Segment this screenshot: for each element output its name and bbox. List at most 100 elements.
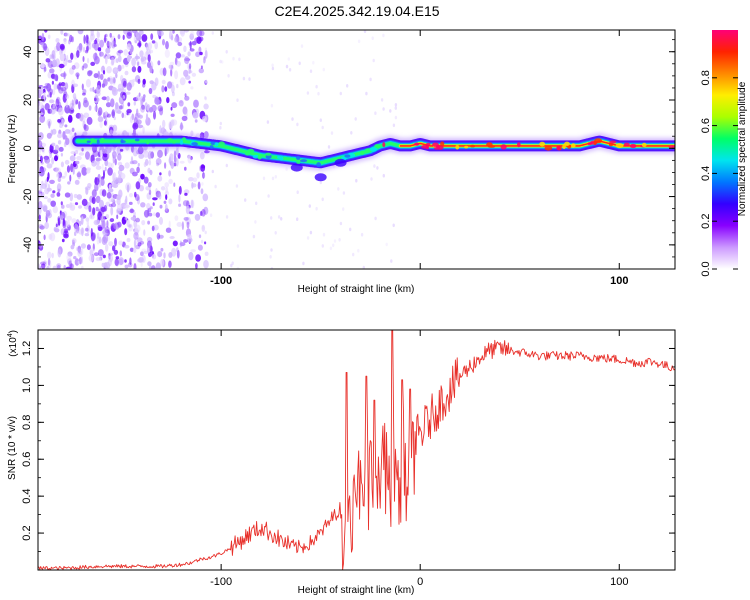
noise-speck: [63, 233, 69, 239]
noise-speck: [198, 68, 204, 74]
noise-speck: [202, 115, 207, 122]
noise-speck: [44, 103, 50, 111]
noise-speck: [117, 258, 124, 266]
noise-speck: [53, 167, 59, 172]
noise-speck: [102, 153, 109, 162]
noise-speck: [102, 254, 106, 259]
noise-speck: [124, 244, 130, 249]
noise-speck: [164, 148, 167, 157]
noise-speck: [157, 149, 163, 158]
noise-speck: [44, 157, 51, 164]
noise-speck: [162, 38, 165, 46]
noise-speck: [83, 97, 88, 104]
noise-speck: [143, 176, 149, 184]
ridge-blob: [166, 138, 174, 143]
noise-speck: [119, 148, 124, 152]
noise-speck: [57, 119, 61, 123]
noise-speck: [151, 254, 157, 260]
ridge-blob: [587, 142, 592, 146]
noise-speck: [60, 82, 66, 87]
noise-speck: [93, 252, 99, 257]
noise-speck: [153, 212, 156, 217]
noise-speck: [58, 87, 64, 94]
noise-speck: [100, 215, 106, 223]
noise-speck: [170, 34, 174, 41]
noise-speck: [221, 60, 224, 64]
noise-speck: [38, 190, 42, 194]
noise-speck: [58, 82, 62, 86]
noise-speck: [189, 40, 192, 50]
noise-speck: [114, 258, 119, 267]
noise-speck: [188, 177, 194, 182]
noise-speck: [198, 234, 202, 239]
noise-speck: [306, 236, 310, 240]
noise-speck: [88, 105, 92, 111]
noise-speck: [98, 249, 104, 257]
noise-speck: [168, 220, 171, 229]
noise-speck: [202, 59, 206, 64]
noise-speck: [105, 243, 109, 252]
noise-speck: [55, 223, 58, 228]
noise-speck: [192, 112, 199, 119]
noise-speck: [152, 94, 157, 99]
noise-speck: [93, 73, 99, 79]
ridge-blob: [209, 145, 214, 149]
noise-speck: [227, 74, 230, 78]
noise-speck: [330, 131, 334, 135]
noise-speck: [85, 34, 89, 44]
noise-speck: [267, 194, 270, 198]
noise-speck: [44, 66, 47, 72]
noise-speck: [112, 172, 117, 181]
noise-speck: [159, 107, 164, 116]
noise-speck: [58, 63, 65, 69]
noise-speck: [107, 77, 111, 82]
ridge-blob: [96, 139, 100, 145]
noise-speck: [160, 247, 164, 252]
noise-speck: [47, 60, 54, 69]
noise-speck: [75, 160, 80, 165]
noise-speck: [90, 61, 96, 66]
noise-speck: [47, 34, 51, 39]
noise-speck: [56, 42, 61, 52]
noise-speck: [148, 49, 154, 54]
noise-speck: [38, 168, 45, 177]
noise-speck: [91, 196, 96, 205]
noise-speck: [113, 59, 117, 63]
noise-speck: [187, 51, 191, 57]
noise-speck: [188, 63, 192, 70]
noise-speck: [179, 77, 186, 86]
noise-speck: [339, 221, 343, 226]
noise-speck: [315, 206, 318, 211]
snr-y-multiplier-exp: 4: [7, 333, 14, 337]
noise-speck: [178, 203, 182, 207]
noise-speck: [191, 41, 197, 46]
noise-speck: [156, 99, 159, 106]
noise-speck: [151, 40, 156, 44]
noise-speck: [225, 163, 228, 168]
noise-speck: [164, 86, 168, 92]
spectrogram-noise: [38, 30, 398, 269]
noise-speck: [67, 251, 73, 257]
noise-speck: [70, 151, 76, 155]
noise-speck: [288, 68, 292, 72]
snr-x-tick-label: 100: [610, 576, 628, 588]
noise-speck: [86, 244, 91, 251]
noise-speck: [69, 174, 72, 182]
noise-speck: [54, 155, 58, 162]
noise-speck: [390, 259, 393, 263]
noise-speck: [73, 62, 80, 70]
spectrogram-x-tick-label: 100: [610, 275, 628, 287]
noise-speck: [81, 265, 84, 269]
noise-speck: [50, 193, 55, 198]
noise-speck: [88, 205, 92, 213]
ridge-blob: [360, 150, 365, 155]
noise-speck: [123, 30, 128, 35]
noise-speck: [49, 179, 55, 184]
noise-speck: [204, 241, 207, 245]
ridge-blob: [296, 159, 301, 165]
noise-speck: [172, 30, 175, 34]
noise-speck: [174, 57, 178, 66]
noise-speck: [97, 70, 101, 80]
noise-speck: [113, 249, 119, 255]
noise-speck: [169, 153, 174, 162]
